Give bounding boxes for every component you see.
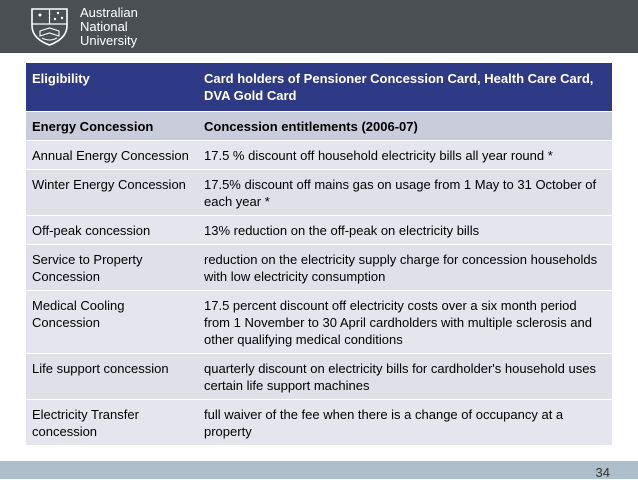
logo-line-1: Australian [80,5,138,20]
row-entitlement: 17.5% discount off mains gas on usage fr… [198,169,612,216]
row-concession-name: Off-peak concession [26,215,198,245]
row-concession-name: Medical Cooling Concession [26,290,198,354]
header-eligibility: Eligibility [26,63,198,112]
row-concession-name: Service to Property Concession [26,244,198,291]
row-entitlement: quarterly discount on electricity bills … [198,353,612,400]
subheader-entitlements: Concession entitlements (2006-07) [198,111,612,141]
row-entitlement: 13% reduction on the off-peak on electri… [198,215,612,245]
logo-line-3: University [80,33,138,48]
table-subheader-row: Energy Concession Concession entitlement… [26,111,612,141]
university-crest-icon [31,8,68,46]
row-entitlement: reduction on the electricity supply char… [198,244,612,291]
table-row: Off-peak concession 13% reduction on the… [26,215,612,245]
row-concession-name: Electricity Transfer concession [26,399,198,446]
logo-line-2: National [80,19,128,34]
bottom-bar [0,461,638,479]
header-card-holders: Card holders of Pensioner Concession Car… [198,63,612,112]
table-row: Service to Property Concession reduction… [26,244,612,291]
row-concession-name: Winter Energy Concession [26,169,198,216]
table-row: Annual Energy Concession 17.5 % discount… [26,140,612,170]
row-entitlement: 17.5 percent discount off electricity co… [198,290,612,354]
row-entitlement: full waiver of the fee when there is a c… [198,399,612,446]
concession-table: Eligibility Card holders of Pensioner Co… [26,63,612,446]
row-entitlement: 17.5 % discount off household electricit… [198,140,612,170]
table-row: Life support concession quarterly discou… [26,353,612,400]
row-concession-name: Life support concession [26,353,198,400]
table-row: Electricity Transfer concession full wai… [26,399,612,446]
table-header-row: Eligibility Card holders of Pensioner Co… [26,63,612,112]
table-row: Medical Cooling Concession 17.5 percent … [26,290,612,354]
subheader-energy-concession: Energy Concession [26,111,198,141]
top-banner: Australian National University [0,0,638,53]
slide-number: 34 [595,465,610,480]
university-logo-text: Australian National University [80,6,138,48]
row-concession-name: Annual Energy Concession [26,140,198,170]
table-row: Winter Energy Concession 17.5% discount … [26,169,612,216]
